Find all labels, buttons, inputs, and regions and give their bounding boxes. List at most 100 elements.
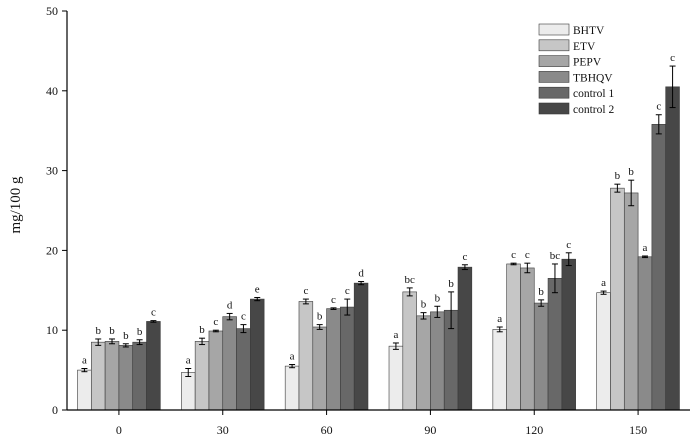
legend: BHTV ETV PEPV TBHQV control 1 control 2 — [538, 23, 614, 116]
bar — [402, 291, 417, 411]
significance-label: b — [628, 166, 634, 178]
significance-label: e — [255, 283, 260, 295]
significance-label: b — [421, 299, 427, 311]
axes-layer — [66, 11, 690, 411]
significance-label: c — [345, 285, 350, 297]
bar — [146, 321, 161, 411]
bar — [665, 86, 680, 411]
y-ticks-layer: 0 10 20 30 40 50 — [46, 4, 67, 417]
legend-label: TBHQV — [573, 72, 613, 84]
bar — [236, 328, 251, 411]
significance-label: c — [303, 285, 308, 297]
bar — [430, 311, 445, 411]
legend-swatch — [538, 23, 570, 36]
bar — [520, 267, 535, 411]
significance-label: a — [643, 242, 648, 254]
legend-label: ETV — [573, 41, 596, 53]
bar — [284, 365, 300, 411]
bar — [208, 330, 224, 411]
bar — [326, 308, 341, 411]
significance-label: a — [82, 355, 87, 367]
y-tick-label: 20 — [46, 243, 58, 257]
y-tick-label: 10 — [46, 323, 58, 337]
significance-label: c — [213, 316, 218, 328]
bar — [457, 266, 473, 411]
x-tick-label: 120 — [525, 423, 543, 437]
bar — [118, 345, 134, 411]
y-tick-label: 0 — [52, 403, 58, 417]
significance-label: c — [670, 52, 675, 64]
bar — [312, 326, 327, 411]
y-axis-title: mg/100 g — [8, 176, 24, 234]
significance-label: bc — [405, 274, 416, 286]
significance-label: c — [511, 249, 516, 261]
bar — [561, 258, 576, 411]
significance-label: c — [241, 311, 246, 323]
bar — [637, 256, 653, 411]
significance-label: b — [95, 325, 101, 337]
significance-label: b — [137, 326, 143, 338]
significance-label: a — [186, 355, 191, 367]
bar — [388, 345, 404, 411]
x-tick-label: 60 — [321, 423, 333, 437]
bar — [506, 263, 521, 411]
bar — [298, 301, 314, 411]
significance-label: b — [435, 292, 441, 304]
legend-swatch — [538, 102, 570, 115]
significance-label: c — [566, 239, 571, 251]
bar — [91, 341, 106, 411]
bar — [533, 302, 549, 411]
bars-layer — [77, 86, 680, 411]
legend-label: PEPV — [573, 57, 602, 69]
bar — [222, 316, 237, 411]
significance-label: b — [317, 311, 323, 323]
y-tick-label: 50 — [46, 4, 58, 18]
bar — [250, 298, 265, 411]
legend-label: BHTV — [573, 25, 605, 37]
x-ticks-layer: 0 30 60 90 120 150 — [116, 410, 647, 437]
significance-label: c — [525, 249, 530, 261]
significance-label: b — [615, 170, 621, 182]
legend-swatch — [538, 86, 570, 99]
bar — [77, 369, 92, 411]
bar — [416, 315, 431, 411]
bar — [596, 292, 611, 411]
legend-swatch — [538, 71, 570, 83]
significance-label: c — [151, 307, 156, 319]
significance-label: b — [538, 286, 544, 298]
bar — [610, 187, 625, 411]
bar — [181, 372, 196, 411]
significance-label: c — [331, 294, 336, 306]
x-tick-label: 150 — [629, 423, 647, 437]
significance-label: a — [290, 351, 295, 363]
significance-label: c — [656, 101, 661, 113]
significance-label: bc — [550, 250, 561, 262]
y-tick-label: 30 — [46, 164, 58, 178]
significance-label: b — [199, 324, 205, 336]
x-tick-label: 30 — [217, 423, 229, 437]
significance-label: b — [448, 278, 454, 290]
bar — [132, 341, 147, 411]
legend-swatch — [538, 55, 570, 67]
bar — [623, 192, 639, 411]
significance-label: a — [497, 313, 502, 325]
significance-label: a — [393, 329, 398, 341]
significance-label: c — [462, 251, 467, 263]
legend-swatch — [538, 39, 570, 52]
significance-label: d — [358, 268, 364, 280]
bar — [340, 306, 355, 411]
significance-label: d — [227, 299, 233, 311]
bar — [651, 124, 666, 411]
x-tick-label: 0 — [116, 423, 122, 437]
significance-label: b — [109, 325, 115, 337]
bar — [547, 278, 563, 411]
error-bars-layer — [81, 65, 676, 377]
legend-label: control 1 — [573, 88, 614, 100]
significance-label: b — [123, 330, 129, 342]
x-tick-label: 90 — [424, 423, 436, 437]
legend-label: control 2 — [573, 104, 614, 116]
bar — [194, 341, 210, 411]
significance-label: a — [601, 277, 606, 289]
bar — [492, 329, 507, 411]
